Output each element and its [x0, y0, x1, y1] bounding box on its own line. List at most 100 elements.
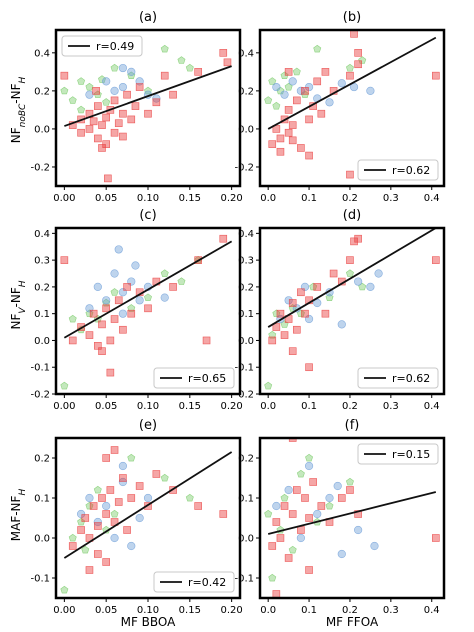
xtick-label: 0.10 [137, 193, 159, 204]
point-red-23 [110, 446, 119, 454]
panel-1-legend: r=0.62 [357, 159, 439, 181]
point-red-20 [194, 502, 202, 510]
point-red-5 [284, 106, 293, 114]
point-red-2 [276, 309, 285, 318]
point-red-1 [77, 526, 85, 534]
point-green-7 [102, 98, 111, 106]
point-blue-1 [284, 485, 293, 495]
xtick-label: 0.10 [137, 401, 159, 412]
point-red-5 [94, 550, 102, 558]
point-blue-6 [325, 98, 334, 107]
point-red-24 [85, 566, 94, 574]
xtick-label: 0.3 [383, 193, 399, 204]
point-green-5 [284, 82, 293, 91]
ytick-label: 0.2 [34, 282, 50, 293]
point-red-21 [288, 136, 297, 145]
point-green-1 [68, 533, 77, 542]
point-blue-5 [325, 493, 334, 503]
panel-0-points [60, 44, 232, 183]
point-red-13 [110, 128, 119, 137]
ytick-label: -0.2 [234, 390, 254, 401]
panel-3: 0.0 0.1 0.2 0.3 0.4 -0.2 -0.1 0.0 0.1 0.2 0.3 0.4 (d… [234, 208, 446, 412]
point-blue-8 [370, 541, 379, 551]
xtick-label: 0.15 [179, 401, 201, 412]
point-blue-11 [118, 309, 128, 318]
point-green-10 [177, 277, 186, 285]
point-red-9 [102, 558, 110, 566]
xtick-label: 0.3 [383, 605, 399, 616]
ytick-label: 0.4 [34, 229, 50, 240]
point-red-14 [123, 526, 131, 534]
legend-label: r=0.42 [188, 576, 226, 589]
point-blue-4 [110, 533, 119, 543]
point-red-28 [219, 49, 228, 57]
panel-5-points [264, 438, 440, 598]
panel-4: 0.00 0.05 0.10 0.15 0.20 -0.1 0.0 0.1 0.2 (e) r=0.… [30, 418, 242, 616]
point-green-0 [264, 96, 273, 104]
point-red-19 [350, 237, 358, 246]
point-red-2 [81, 514, 90, 522]
panel-4-legend: r=0.42 [153, 571, 235, 593]
point-red-4 [284, 554, 293, 562]
point-blue-1 [102, 77, 111, 86]
point-red-9 [98, 121, 106, 129]
point-red-22 [144, 109, 152, 118]
point-green-1 [268, 573, 277, 582]
xtick-label: 0.20 [221, 605, 243, 616]
point-green-0 [264, 381, 273, 390]
panel-1-title: (b) [343, 10, 361, 25]
panel-0-title: (a) [139, 10, 157, 25]
point-red-12 [114, 498, 123, 506]
ytick-label: 0.4 [238, 48, 254, 59]
point-red-10 [106, 486, 115, 494]
point-red-11 [321, 309, 330, 318]
xtick-label: 0.15 [179, 605, 201, 616]
point-red-14 [110, 96, 119, 105]
point-red-10 [313, 283, 322, 291]
point-green-1 [68, 314, 77, 323]
point-red-11 [317, 502, 326, 510]
point-red-31 [92, 87, 100, 95]
point-blue-7 [337, 79, 346, 88]
point-green-3 [276, 86, 285, 95]
panel-0-fit-line [64, 65, 232, 127]
point-red-12 [313, 77, 322, 86]
panel-0: 0.00 0.05 0.10 0.15 0.20 -0.2 0.0 0.2 0.4 (a) r=0.… [30, 10, 242, 204]
point-red-19 [127, 115, 136, 124]
point-red-23 [346, 170, 354, 179]
ytick-label: -0.2 [30, 390, 50, 401]
point-red-10 [305, 115, 313, 124]
xtick-label: 0.1 [301, 401, 317, 412]
col-labels: MF BBOA MF FFOA [121, 615, 379, 629]
point-green-8 [313, 44, 322, 53]
point-blue-8 [354, 277, 363, 286]
point-blue-10 [374, 269, 383, 278]
point-red-8 [94, 102, 102, 110]
point-green-2 [77, 77, 86, 85]
point-blue-3 [110, 269, 119, 278]
point-red-7 [292, 96, 301, 105]
panel-5-frame [258, 436, 446, 600]
point-red-8 [102, 510, 110, 518]
point-red-18 [272, 590, 281, 598]
ytick-label: 0.3 [34, 256, 50, 267]
ytick-label: -0.1 [30, 363, 50, 374]
point-red-5 [288, 510, 297, 518]
point-green-9 [160, 473, 169, 482]
point-green-3 [280, 493, 289, 502]
point-blue-2 [102, 296, 111, 305]
point-red-11 [102, 113, 110, 122]
panel-3-title: (d) [343, 208, 361, 223]
point-blue-1 [85, 493, 94, 503]
point-green-5 [102, 298, 111, 307]
point-red-7 [102, 304, 110, 313]
ytick-label: 0.4 [34, 48, 50, 59]
xtick-label: 0.2 [342, 401, 358, 412]
ytick-label: 0.3 [238, 256, 254, 267]
point-blue-3 [296, 86, 305, 95]
point-green-10 [185, 493, 194, 502]
legend-label: r=0.62 [392, 164, 430, 177]
panel-4-fit-line [63, 451, 233, 559]
point-red-15 [144, 304, 152, 313]
point-red-2 [276, 534, 285, 542]
